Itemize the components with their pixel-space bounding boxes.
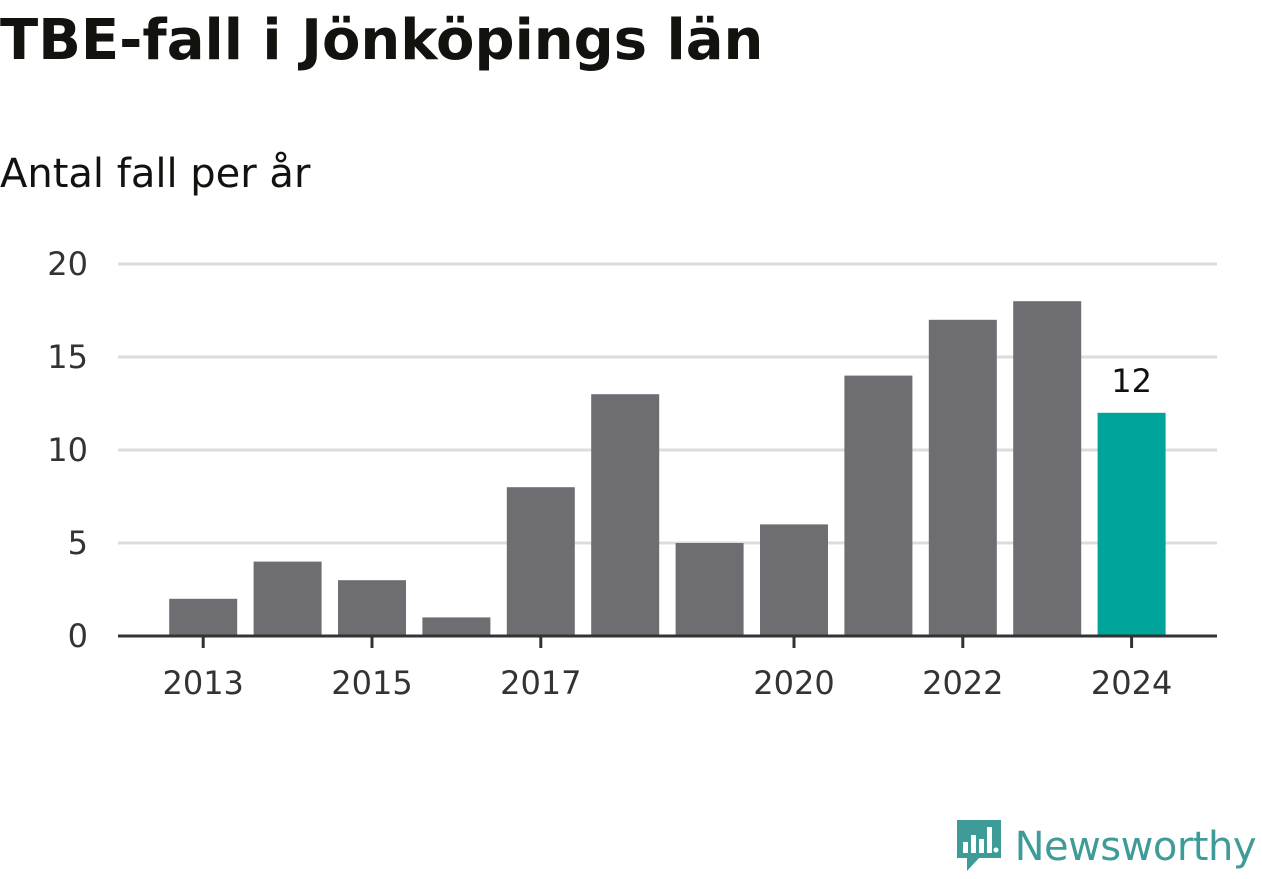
bar-2023 <box>1013 301 1082 636</box>
newsworthy-logo-icon <box>955 817 1003 877</box>
bar-2017 <box>506 487 575 636</box>
data-label: 12 <box>1111 362 1152 400</box>
y-tick-label: 10 <box>47 431 88 469</box>
x-tick-label: 2015 <box>331 664 412 702</box>
y-tick-label: 15 <box>47 338 88 376</box>
bar-2016 <box>422 617 491 636</box>
bar-2021 <box>844 375 913 636</box>
bar-2022 <box>928 319 997 636</box>
bar-2014 <box>253 561 322 636</box>
bars <box>169 301 1166 636</box>
bar-2013 <box>169 598 238 636</box>
chart-subtitle: Antal fall per år <box>0 151 311 197</box>
x-tick-label: 2024 <box>1091 664 1172 702</box>
bar-2018 <box>591 394 660 636</box>
bar-2015 <box>338 580 406 636</box>
chart-title: TBE-fall i Jönköpings län <box>0 8 764 73</box>
x-tick-label: 2017 <box>500 664 581 702</box>
x-tick-label: 2013 <box>162 664 243 702</box>
labels: 0 5 10 15 20 12 2013 2015 2017 2020 2022 2024 <box>47 245 1172 702</box>
bar-2024 <box>1097 412 1166 636</box>
x-tick-label: 2022 <box>922 664 1003 702</box>
bar-2020 <box>760 524 828 636</box>
newsworthy-wordmark: Newsworthy <box>1014 824 1257 870</box>
newsworthy-brand: Newsworthy <box>955 817 1257 877</box>
y-tick-label: 5 <box>68 524 88 562</box>
x-tick-label: 2020 <box>753 664 834 702</box>
y-tick-label: 20 <box>47 245 88 283</box>
bar-2019 <box>675 543 744 636</box>
y-tick-label: 0 <box>68 617 88 655</box>
axes <box>118 634 1217 648</box>
